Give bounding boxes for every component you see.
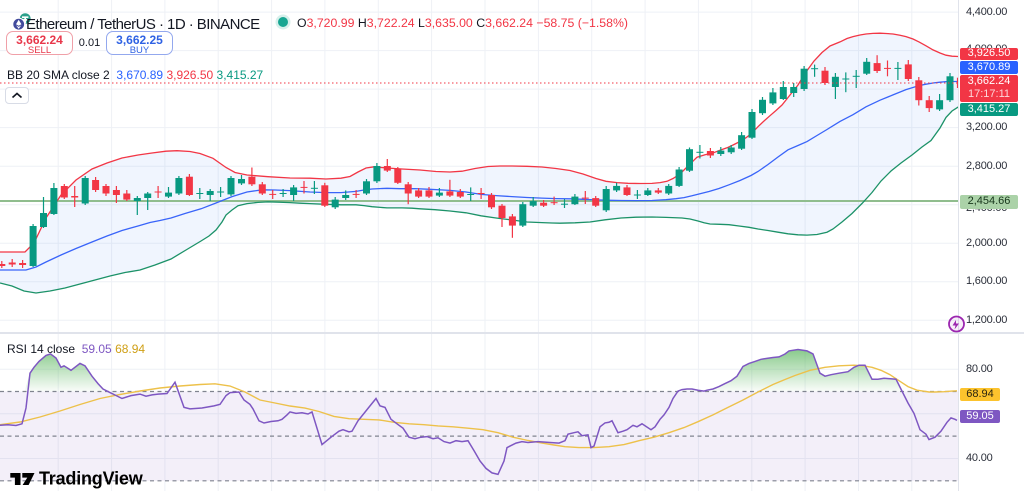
svg-text:TradingView: TradingView xyxy=(39,469,144,489)
